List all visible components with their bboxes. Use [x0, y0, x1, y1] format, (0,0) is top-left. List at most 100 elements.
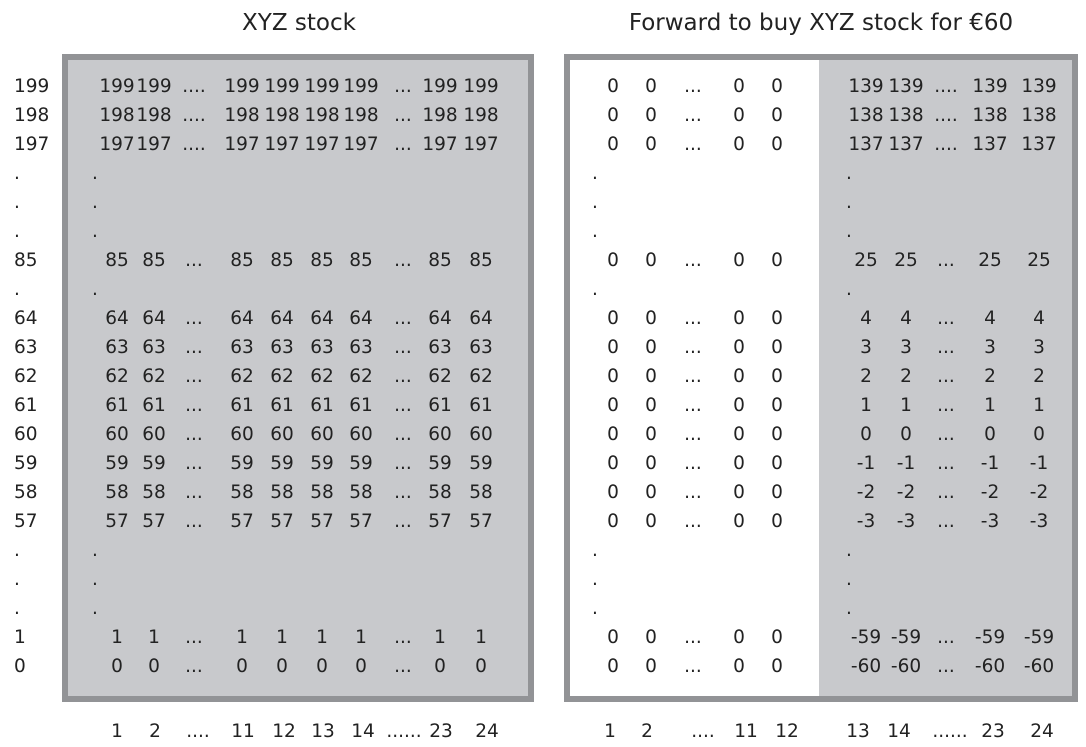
row-label: 57 — [14, 511, 38, 532]
stock-grid-panel — [62, 54, 534, 702]
stock-value-cell: 0 — [148, 656, 160, 677]
forward-value-cell: 0 — [771, 424, 783, 445]
row-label: 85 — [14, 250, 38, 271]
x-axis-tick: 2 — [149, 721, 161, 742]
forward-value-cell: -2 — [856, 482, 876, 503]
forward-value-cell: 0 — [607, 250, 619, 271]
stock-value-cell: 58 — [270, 482, 294, 503]
stock-value-cell: ... — [185, 366, 203, 387]
stock-value-cell: 0 — [236, 656, 248, 677]
stock-value-cell: 0 — [475, 656, 487, 677]
stock-value-cell: 62 — [469, 366, 493, 387]
forward-value-cell: 1 — [1033, 395, 1045, 416]
forward-value-cell: 139 — [888, 76, 924, 97]
row-label: . — [14, 163, 20, 184]
forward-value-cell: ... — [937, 627, 955, 648]
forward-value-cell: 0 — [607, 424, 619, 445]
stock-value-cell: 198 — [422, 105, 458, 126]
forward-value-cell: 0 — [733, 76, 745, 97]
stock-value-cell: 0 — [316, 656, 328, 677]
forward-value-cell: 25 — [978, 250, 1002, 271]
left-panel-title: XYZ stock — [242, 10, 356, 36]
forward-value-cell: ... — [684, 424, 702, 445]
row-label: . — [14, 598, 20, 619]
stock-value-cell: 60 — [230, 424, 254, 445]
stock-value-cell: ... — [185, 656, 203, 677]
forward-value-cell: ... — [937, 337, 955, 358]
ellipsis-row-dot: . — [592, 598, 598, 619]
stock-value-cell: 63 — [349, 337, 373, 358]
stock-value-cell: 64 — [142, 308, 166, 329]
forward-value-cell: 0 — [771, 134, 783, 155]
stock-value-cell: 198 — [224, 105, 260, 126]
forward-value-cell: 0 — [771, 656, 783, 677]
forward-value-cell: ... — [684, 134, 702, 155]
ellipsis-row-dot: . — [92, 192, 98, 213]
stock-value-cell: 57 — [469, 511, 493, 532]
forward-value-cell: ... — [684, 656, 702, 677]
stock-value-cell: 1 — [434, 627, 446, 648]
row-label: . — [14, 192, 20, 213]
stock-value-cell: ... — [185, 250, 203, 271]
forward-value-cell: ... — [937, 250, 955, 271]
forward-value-cell: 0 — [607, 134, 619, 155]
stock-value-cell: 199 — [422, 76, 458, 97]
forward-value-cell: 0 — [607, 453, 619, 474]
stock-value-cell: ... — [394, 366, 412, 387]
stock-value-cell: ... — [394, 308, 412, 329]
stock-value-cell: 198 — [463, 105, 499, 126]
stock-value-cell: 85 — [349, 250, 373, 271]
stock-value-cell: ... — [185, 482, 203, 503]
forward-value-cell: -59 — [850, 627, 882, 648]
forward-value-cell: -1 — [856, 453, 876, 474]
forward-value-cell: 0 — [645, 627, 657, 648]
stock-value-cell: 60 — [428, 424, 452, 445]
row-label: 64 — [14, 308, 38, 329]
forward-value-cell: .... — [934, 134, 958, 155]
stock-value-cell: 199 — [304, 76, 340, 97]
forward-value-cell: -60 — [890, 656, 922, 677]
stock-value-cell: ... — [394, 395, 412, 416]
forward-value-cell: ... — [684, 395, 702, 416]
stock-value-cell: ... — [394, 105, 412, 126]
stock-value-cell: 198 — [343, 105, 379, 126]
forward-value-cell: -59 — [1023, 627, 1055, 648]
ellipsis-row-dot: . — [92, 279, 98, 300]
forward-value-cell: 0 — [733, 656, 745, 677]
stock-value-cell: ... — [394, 424, 412, 445]
stock-value-cell: 1 — [236, 627, 248, 648]
forward-value-cell: 0 — [645, 250, 657, 271]
stock-value-cell: 197 — [343, 134, 379, 155]
ellipsis-row-dot: . — [592, 163, 598, 184]
stock-value-cell: 61 — [469, 395, 493, 416]
x-axis-tick: 14 — [887, 721, 911, 742]
stock-value-cell: 85 — [105, 250, 129, 271]
forward-value-cell: 137 — [1021, 134, 1057, 155]
forward-value-cell: 139 — [972, 76, 1008, 97]
forward-value-cell: ... — [684, 250, 702, 271]
forward-value-cell: 139 — [848, 76, 884, 97]
ellipsis-row-dot: . — [846, 192, 852, 213]
stock-value-cell: 198 — [136, 105, 172, 126]
forward-value-cell: 1 — [860, 395, 872, 416]
forward-value-cell: 0 — [733, 337, 745, 358]
stock-value-cell: ... — [394, 453, 412, 474]
stock-value-cell: ... — [394, 250, 412, 271]
stock-value-cell: 61 — [142, 395, 166, 416]
forward-value-cell: 0 — [645, 76, 657, 97]
stock-value-cell: 64 — [105, 308, 129, 329]
stock-value-cell: 63 — [469, 337, 493, 358]
stock-value-cell: 61 — [230, 395, 254, 416]
forward-value-cell: 0 — [607, 337, 619, 358]
stock-value-cell: 59 — [310, 453, 334, 474]
stock-value-cell: 198 — [264, 105, 300, 126]
forward-value-cell: 138 — [1021, 105, 1057, 126]
ellipsis-row-dot: . — [92, 221, 98, 242]
x-axis-tick: 11 — [231, 721, 255, 742]
forward-value-cell: 0 — [733, 134, 745, 155]
forward-value-cell: ... — [937, 511, 955, 532]
forward-early-dates-region — [564, 54, 819, 702]
stock-value-cell: 0 — [434, 656, 446, 677]
